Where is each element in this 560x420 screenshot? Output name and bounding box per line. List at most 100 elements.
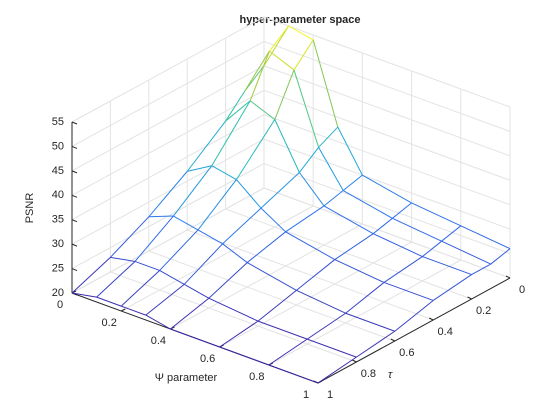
- mesh-edge: [268, 364, 319, 384]
- mesh-edge: [222, 243, 248, 263]
- y-tick-label: 0.6: [399, 347, 414, 359]
- mesh-edge: [219, 320, 259, 348]
- grid-line: [110, 271, 357, 363]
- mesh-edge: [285, 205, 325, 233]
- z-tick-label: 50: [52, 140, 64, 152]
- y-tick: [505, 275, 511, 279]
- grid-line: [71, 138, 265, 245]
- mesh-edge: [298, 172, 325, 207]
- mesh-edge: [170, 297, 210, 330]
- mesh-edge: [173, 165, 213, 217]
- mesh-edge: [208, 262, 248, 299]
- grid-line: [263, 163, 511, 255]
- grid-line: [263, 65, 511, 157]
- mesh-edge: [197, 229, 223, 245]
- mesh-edge: [257, 289, 297, 322]
- mesh-edge: [173, 215, 199, 231]
- mesh-edge: [372, 217, 393, 235]
- mesh-edge: [263, 25, 290, 67]
- grid-line: [263, 138, 511, 230]
- mesh-edge: [222, 207, 262, 245]
- mesh-edge: [345, 312, 395, 332]
- y-tick: [390, 338, 396, 342]
- y-tick: [352, 359, 357, 363]
- mesh-edge: [337, 126, 363, 176]
- mesh-edge: [317, 356, 357, 384]
- mesh-edge: [121, 305, 146, 316]
- mesh-edge: [422, 256, 472, 276]
- grid-line: [263, 89, 511, 181]
- mesh-edge: [260, 172, 300, 209]
- mesh-edge: [269, 25, 289, 52]
- mesh-edge: [323, 205, 374, 235]
- mesh-edge: [244, 50, 270, 92]
- x-tick-label: 1: [303, 389, 309, 401]
- x-axis-label: Ψ parameter: [155, 372, 218, 384]
- y-tick: [467, 296, 472, 300]
- mesh-edge: [293, 69, 320, 148]
- mesh-edge: [296, 289, 346, 314]
- mesh-edge: [183, 283, 210, 299]
- mesh-edge: [318, 126, 339, 148]
- mesh-edge: [236, 179, 262, 209]
- grid-line: [71, 16, 265, 123]
- mesh-edge: [441, 240, 492, 265]
- y-axis: [317, 277, 511, 384]
- mesh-edge: [159, 229, 199, 271]
- mesh-edge: [274, 69, 295, 120]
- mesh-edge: [246, 231, 286, 263]
- mesh-edge: [299, 147, 319, 173]
- mesh-edge: [306, 312, 346, 340]
- grid-line: [219, 241, 412, 348]
- mesh-edge: [296, 259, 336, 291]
- mesh-edge: [422, 240, 442, 257]
- grid-line: [263, 114, 511, 206]
- z-tick-label: 25: [52, 262, 64, 274]
- mesh-edge: [235, 119, 276, 180]
- grid-line: [148, 250, 395, 342]
- mesh-edge: [134, 260, 160, 271]
- mesh-edge: [148, 171, 188, 218]
- grid-line: [225, 208, 472, 300]
- mesh-edge: [394, 300, 434, 332]
- y-tick-label: 0.4: [438, 326, 453, 338]
- mesh-edge: [211, 100, 251, 166]
- mesh-edge: [249, 50, 270, 101]
- mesh-edge: [288, 25, 314, 41]
- mesh-edge: [432, 274, 472, 301]
- mesh-edge: [187, 165, 212, 172]
- mesh-edge: [274, 119, 300, 173]
- mesh-edge: [134, 215, 174, 262]
- grid-line: [187, 229, 434, 321]
- mesh-edge: [110, 256, 136, 262]
- mesh-edge: [345, 282, 385, 314]
- mesh-edge: [120, 270, 160, 307]
- mesh-edge: [293, 39, 314, 71]
- mesh-edge: [219, 346, 269, 366]
- grid-line: [170, 223, 363, 330]
- z-tick-label: 45: [52, 165, 64, 177]
- y-tick: [428, 317, 434, 321]
- y-tick-label: 1: [327, 389, 333, 401]
- mesh-edge: [71, 256, 111, 294]
- mesh-edge: [249, 100, 276, 120]
- mesh-edge: [460, 225, 511, 250]
- x-tick-label: 0.4: [151, 335, 166, 347]
- x-tick-label: 0.6: [200, 353, 215, 365]
- z-tick: [71, 243, 78, 247]
- x-tick: [120, 308, 126, 312]
- y-tick-label: 0: [519, 284, 525, 296]
- z-tick-label: 40: [52, 189, 64, 201]
- mesh-edge: [183, 243, 223, 285]
- mesh-edge: [197, 179, 237, 231]
- mesh-edge: [471, 263, 492, 276]
- mesh-edge: [208, 297, 259, 322]
- z-axis-label: PSNR: [24, 193, 36, 224]
- mesh-edge: [145, 314, 171, 330]
- grid-line: [263, 40, 511, 132]
- mesh-edge: [260, 207, 286, 233]
- mesh-edge: [323, 190, 344, 207]
- mesh-edge: [159, 270, 185, 285]
- mesh-edge: [342, 190, 393, 219]
